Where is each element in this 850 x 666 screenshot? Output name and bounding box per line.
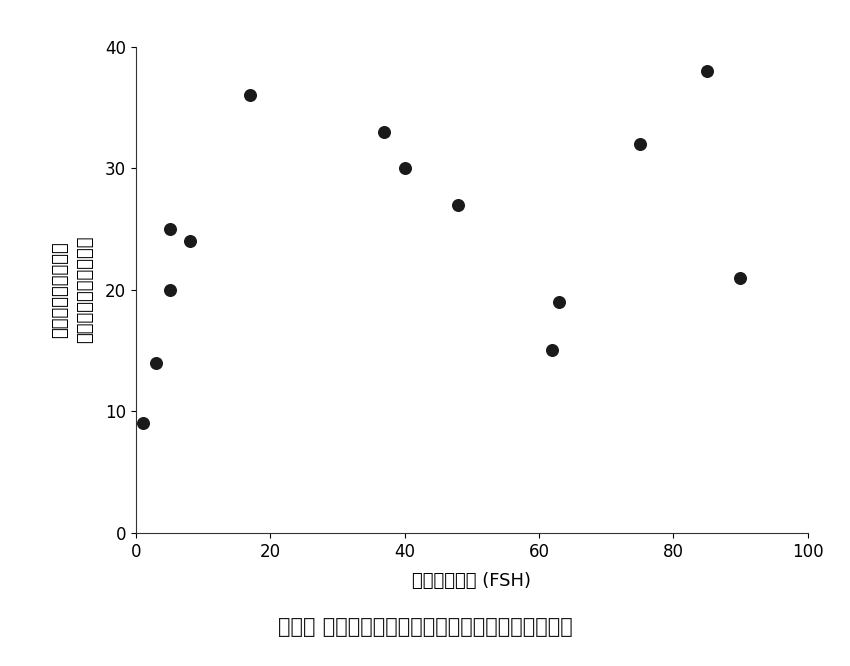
Y-axis label: 更年期症状のつらさ
（アンケートの点数）: 更年期症状のつらさ （アンケートの点数）: [51, 236, 94, 344]
Point: [398, 163, 411, 173]
X-axis label: ホルモンの値 (FSH): ホルモンの値 (FSH): [412, 571, 531, 589]
Point: [136, 418, 150, 429]
Point: [243, 90, 257, 101]
Point: [162, 224, 177, 234]
Point: [700, 65, 713, 76]
Point: [183, 236, 196, 246]
Point: [734, 272, 747, 283]
Point: [150, 357, 163, 368]
Point: [377, 127, 391, 137]
Text: 図３． ホルモンの値と更年期症状のつらさ関係の例: 図３． ホルモンの値と更年期症状のつらさ関係の例: [278, 617, 572, 637]
Point: [451, 199, 465, 210]
Point: [546, 345, 559, 356]
Point: [162, 284, 177, 295]
Point: [632, 139, 646, 149]
Point: [552, 296, 566, 307]
